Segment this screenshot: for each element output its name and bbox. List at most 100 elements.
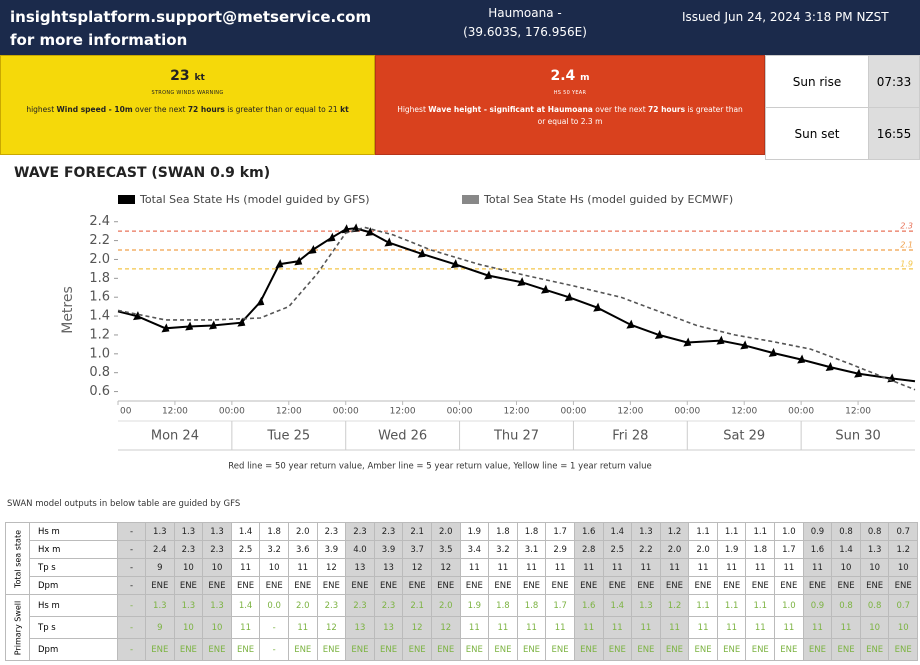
marker bbox=[161, 323, 170, 333]
cell: 1.3 bbox=[145, 522, 175, 541]
cell: 12 bbox=[316, 558, 347, 577]
cell: 11 bbox=[516, 616, 547, 639]
cell: 11 bbox=[774, 616, 804, 639]
x-tick-label: 00:00 bbox=[788, 407, 814, 417]
marker bbox=[384, 237, 393, 247]
cell: 11 bbox=[230, 616, 261, 639]
cell: 1.8 bbox=[745, 540, 776, 559]
x-tick-label: 12:00 bbox=[390, 407, 416, 417]
cell: ENE bbox=[259, 576, 289, 595]
cell: ENE bbox=[745, 576, 776, 595]
cell: ENE bbox=[716, 576, 747, 595]
cell: 1.2 bbox=[659, 594, 690, 617]
cell: 1.1 bbox=[716, 522, 747, 541]
cell: 11 bbox=[602, 558, 633, 577]
cell: 1.3 bbox=[202, 522, 232, 541]
y-tick-label: 2.0 bbox=[89, 252, 110, 267]
cell: ENE bbox=[774, 576, 804, 595]
cell: 2.2 bbox=[631, 540, 661, 559]
warning-value: 2.4 m bbox=[376, 68, 764, 84]
y-tick-label: 0.6 bbox=[89, 384, 110, 399]
marker bbox=[654, 329, 663, 339]
cell: ENE bbox=[602, 576, 633, 595]
cell: ENE bbox=[573, 576, 604, 595]
cell: 11 bbox=[488, 558, 518, 577]
cell: 2.4 bbox=[145, 540, 175, 559]
cell: 2.3 bbox=[202, 540, 232, 559]
cell: 2.9 bbox=[545, 540, 575, 559]
marker bbox=[417, 248, 426, 258]
cell: 10 bbox=[859, 616, 890, 639]
sun-label: Sun set bbox=[765, 107, 869, 160]
cell: 9 bbox=[145, 558, 175, 577]
cell: 10 bbox=[202, 616, 232, 639]
cell: 2.3 bbox=[345, 522, 375, 541]
email-suffix: for more information bbox=[10, 31, 188, 49]
cell: ENE bbox=[173, 638, 204, 661]
cell: 2.0 bbox=[430, 594, 461, 617]
marker bbox=[256, 296, 265, 306]
cell: 1.9 bbox=[716, 540, 747, 559]
cell: ENE bbox=[659, 576, 690, 595]
cell: 11 bbox=[230, 558, 261, 577]
cell: 1.1 bbox=[745, 522, 776, 541]
description-part: kt bbox=[340, 105, 349, 114]
x-tick-label: 12:00 bbox=[845, 407, 871, 417]
cell: ENE bbox=[774, 638, 804, 661]
cell: 2.0 bbox=[430, 522, 461, 541]
table-row: Primary Swell Hs m -1.3 1.3 1.3 1.4 0.0 2.0 2.3 2… bbox=[5, 594, 919, 661]
legend-swatch bbox=[118, 195, 135, 204]
cell: 11 bbox=[802, 616, 833, 639]
series-line bbox=[117, 226, 916, 391]
cell: 1.4 bbox=[602, 594, 633, 617]
cell: 11 bbox=[688, 558, 718, 577]
cell: ENE bbox=[859, 638, 890, 661]
description-part: highest bbox=[26, 105, 57, 114]
reference-label: 2.3 bbox=[900, 222, 913, 231]
marker bbox=[450, 259, 459, 269]
marker bbox=[208, 320, 217, 330]
y-tick-label: 1.8 bbox=[89, 271, 110, 286]
value: 2.4 bbox=[550, 68, 576, 84]
cell: 2.1 bbox=[402, 594, 432, 617]
cell: 3.2 bbox=[488, 540, 518, 559]
param: Dpm bbox=[29, 638, 118, 661]
marker bbox=[797, 354, 806, 364]
cell: ENE bbox=[516, 576, 547, 595]
cell: 2.0 bbox=[659, 540, 690, 559]
cell: 11 bbox=[545, 616, 575, 639]
cell: ENE bbox=[316, 638, 347, 661]
cell: 11 bbox=[631, 558, 661, 577]
cell: ENE bbox=[230, 576, 261, 595]
cell: 1.6 bbox=[573, 522, 604, 541]
cell: ENE bbox=[488, 638, 518, 661]
cell: 1.3 bbox=[631, 594, 661, 617]
cell: ENE bbox=[316, 576, 347, 595]
cell: 3.2 bbox=[259, 540, 289, 559]
cell: 11 bbox=[716, 558, 747, 577]
y-tick-label: 0.8 bbox=[89, 365, 110, 380]
x-tick-label: 00:00 bbox=[447, 407, 473, 417]
cell: 0.7 bbox=[888, 594, 919, 617]
description-part: 72 hours bbox=[187, 105, 225, 114]
param: Tp s bbox=[29, 616, 118, 639]
marker bbox=[132, 311, 141, 321]
cell: ENE bbox=[602, 638, 633, 661]
email[interactable]: insightsplatform.support@metservice.com bbox=[10, 8, 372, 26]
cell: 10 bbox=[888, 558, 919, 577]
marker bbox=[854, 368, 863, 378]
y-tick-label: 2.4 bbox=[89, 214, 110, 229]
cell: ENE bbox=[631, 638, 661, 661]
param: Hx m bbox=[29, 540, 118, 559]
cell: 1.7 bbox=[545, 594, 575, 617]
cell: 11 bbox=[287, 616, 318, 639]
cell: 11 bbox=[459, 558, 490, 577]
marker bbox=[341, 224, 350, 234]
cell: ENE bbox=[345, 576, 375, 595]
cell: 12 bbox=[402, 558, 432, 577]
marker bbox=[275, 259, 284, 269]
cell: 1.4 bbox=[831, 540, 861, 559]
cell: 2.8 bbox=[573, 540, 604, 559]
cell: 2.0 bbox=[287, 594, 318, 617]
